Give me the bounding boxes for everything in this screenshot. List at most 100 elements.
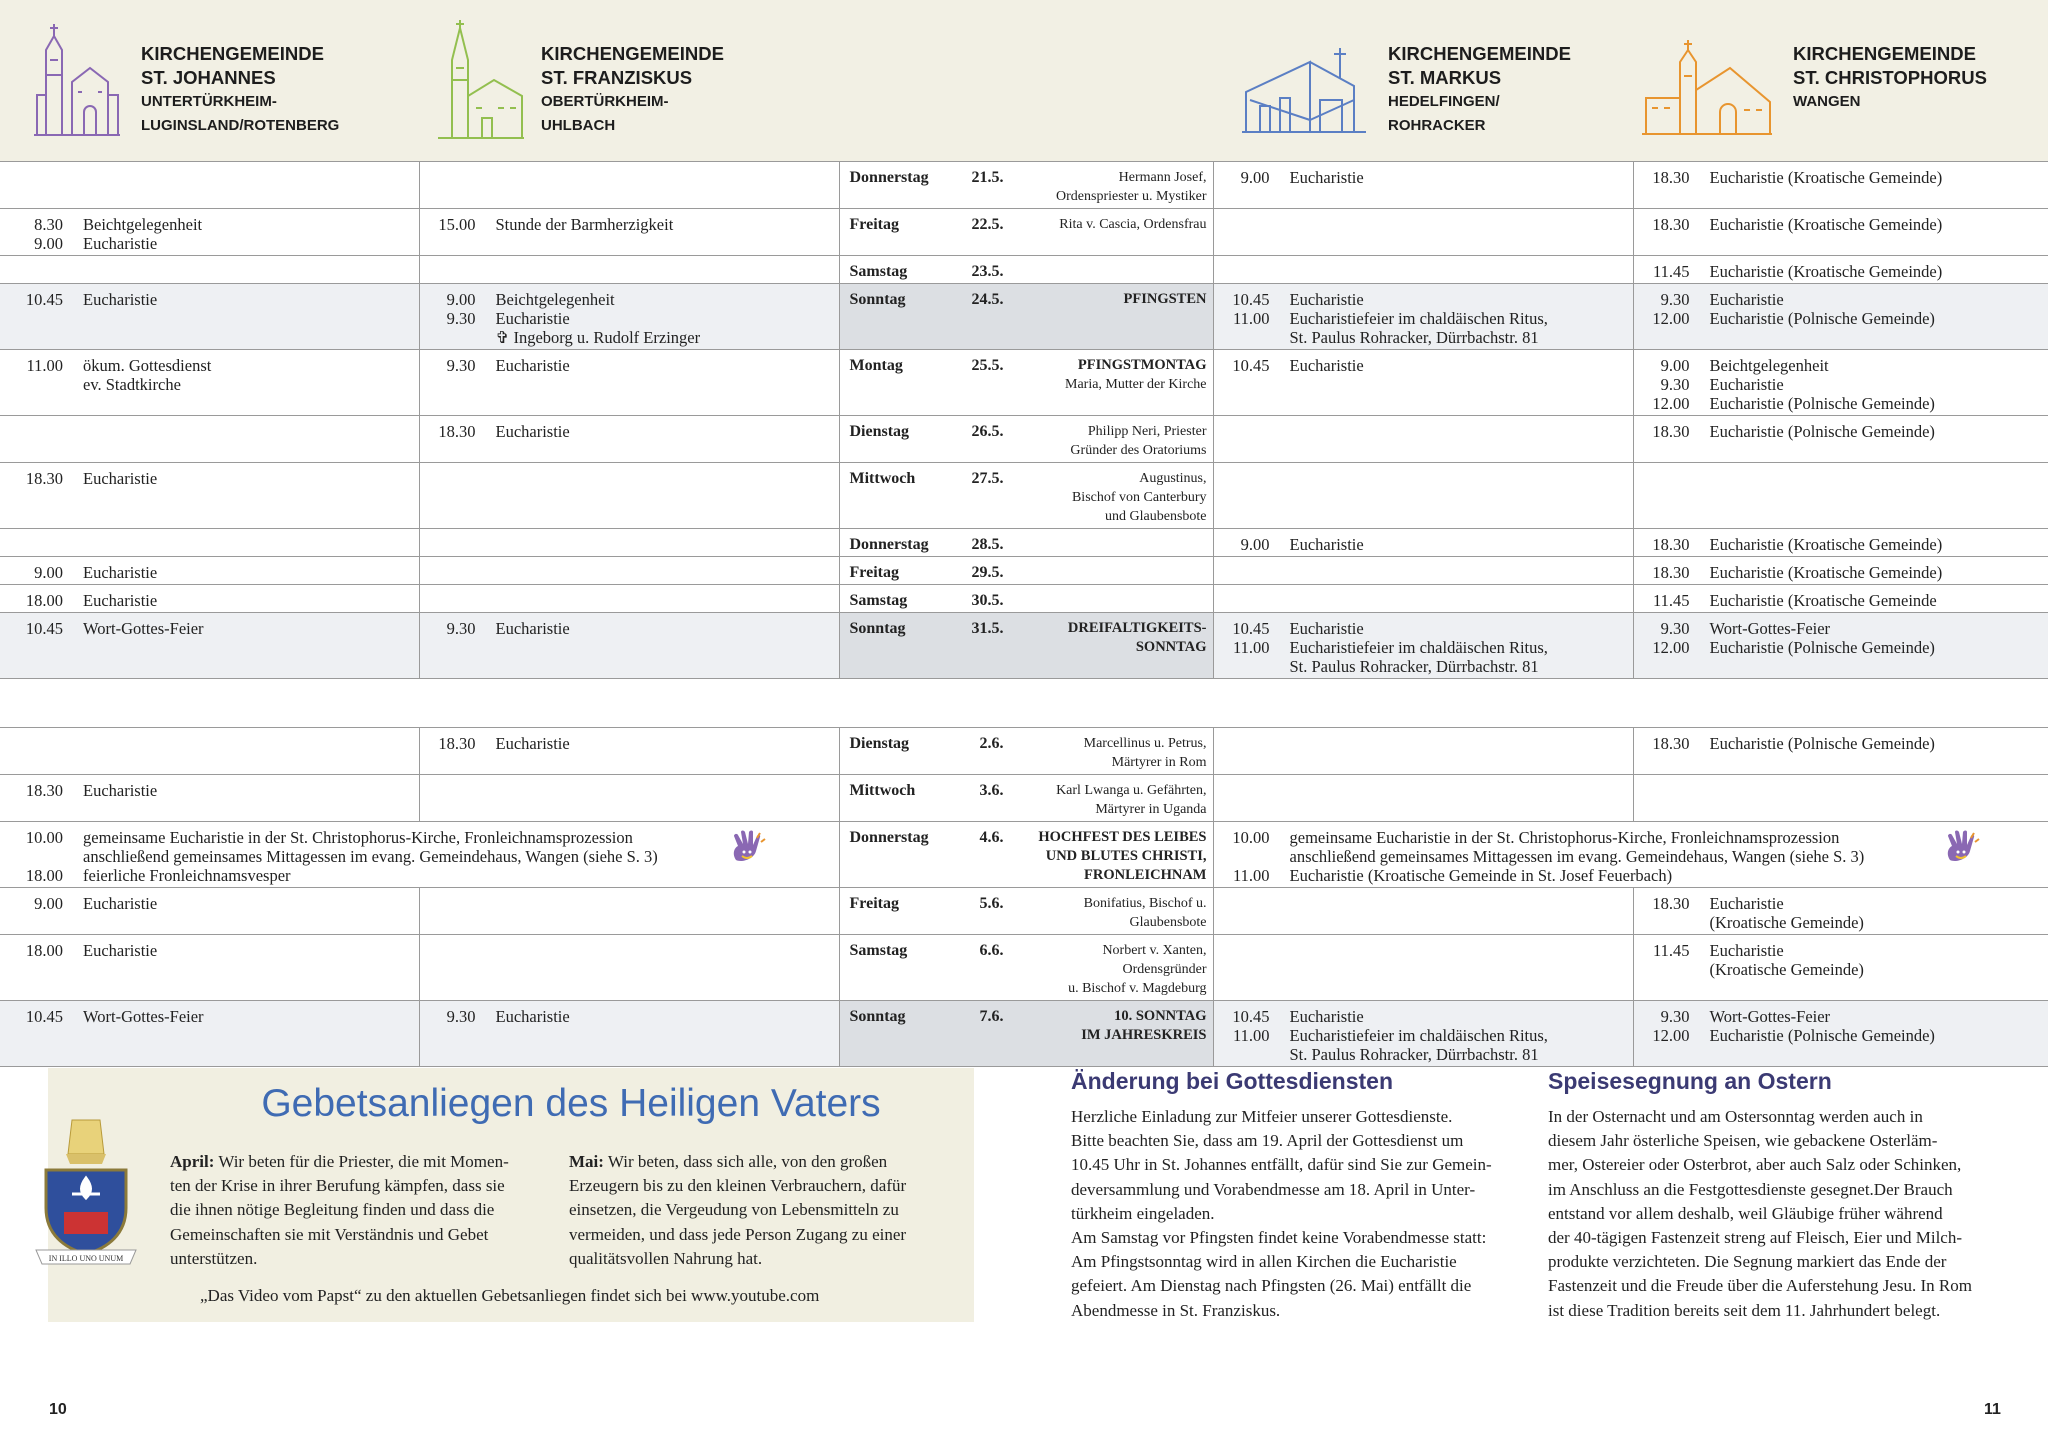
schedule-cell: 10.45 Eucharistie 11.00 Eucharistiefeier im… [1212, 283, 1634, 350]
weekday: Dienstag [849, 423, 910, 440]
service-text: St. Paulus Rohracker, Dürrbachstr. 81 [1289, 328, 1539, 347]
service-text: anschließend gemeinsames Mittagessen im … [83, 847, 658, 866]
service-text: Eucharistie [1289, 356, 1364, 375]
service-time: 9.30 [446, 356, 476, 375]
weekday: Sonntag [849, 1008, 906, 1025]
feast: Karl Lwanga u. Gefährten, Märtyrer in Uga… [1004, 781, 1206, 819]
service-time: 18.30 [1652, 215, 1690, 234]
schedule-cell [1632, 774, 2048, 822]
schedule-cell: 18.30 Eucharistie [418, 727, 840, 775]
parish: KIRCHENGEMEINDE ST. MARKUS HEDELFINGEN/ROH… [1388, 42, 1571, 137]
schedule-row: 18.00 Eucharistie Samstag 30.5. 11.45 Euchari… [0, 584, 2048, 613]
service-time: 18.30 [1652, 734, 1690, 753]
schedule-cell [418, 462, 840, 529]
day-cell: Sonntag 24.5. PFINGSTEN [838, 283, 1214, 350]
service-text: Wort-Gottes-Feier [83, 1007, 204, 1026]
schedule-cell [0, 161, 420, 209]
parish-title: KIRCHENGEMEINDE [1388, 43, 1571, 64]
service-time: 9.00 [34, 894, 63, 913]
service-line: 18.00 feierliche Fronleichnamsvesper [7, 866, 839, 885]
schedule-body: Donnerstag 21.5. Hermann Josef, Ordenspries… [0, 161, 2048, 679]
schedule-cell: 18.30 Eucharistie [0, 462, 420, 529]
feast [1004, 262, 1207, 281]
schedule-cell: 18.00 Eucharistie [0, 584, 420, 613]
service-line: 18.30 Eucharistie [420, 734, 839, 753]
service-text: gemeinsame Eucharistie in der St. Christ… [83, 828, 633, 847]
day-cell: Freitag 22.5. Rita v. Cascia, Ordensfrau [838, 208, 1214, 256]
day-info: Mittwoch 3.6. Karl Lwanga u. Gefährten, Mär… [840, 781, 1213, 819]
prayer-line: die ihnen nötige Begleitung finden und d… [170, 1198, 509, 1222]
service-time: 9.00 [446, 290, 476, 309]
service-text: Beichtgelegenheit [1709, 356, 1829, 375]
schedule-cell: 15.00 Stunde der Barmherzigkeit [418, 208, 840, 256]
service-time: 12.00 [1652, 1026, 1690, 1045]
day-info: Sonntag 24.5. PFINGSTEN [840, 290, 1213, 309]
schedule-row: Donnerstag 28.5. 9.00 Eucharistie 18.30 Eucha… [0, 528, 2048, 557]
service-time: 9.00 [1240, 535, 1270, 554]
service-line: St. Paulus Rohracker, Dürrbachstr. 81 [1214, 1045, 1633, 1064]
service-text: Eucharistie [83, 941, 158, 960]
service-time: 10.45 [1232, 1007, 1270, 1026]
prayer-text: unterstützen. [170, 1248, 258, 1268]
schedule-row: 10.45 Eucharistie 9.00 Beichtgelegenheit 9.3… [0, 283, 2048, 350]
service-line: 12.00 Eucharistie (Polnische Gemeinde) [1634, 1026, 2048, 1045]
service-line: (Kroatische Gemeinde) [1634, 913, 2048, 932]
service-time: 11.00 [1232, 1026, 1270, 1045]
schedule-cell: 9.30 Eucharistie [418, 1000, 840, 1067]
feast-title: SONNTAG [1135, 639, 1207, 655]
service-text: Eucharistie [83, 591, 158, 610]
time-spacer [7, 847, 63, 866]
block-gap [0, 679, 2048, 727]
service-text: Eucharistie [1289, 619, 1364, 638]
weekday: Samstag [849, 592, 908, 609]
service-line: 9.30 Eucharistie [1634, 375, 2048, 394]
feast: PFINGSTMONTAG Maria, Mutter der Kirche [1004, 356, 1207, 394]
prayer-line: Mai: Wir beten, dass sich alle, von den … [569, 1150, 906, 1174]
feast-line: Rita v. Cascia, Ordensfrau [1059, 217, 1207, 232]
service-line: 9.30 Eucharistie [420, 619, 839, 638]
day-info: Freitag 5.6. Bonifatius, Bischof u. Glauben… [840, 894, 1213, 932]
hand-icon [730, 830, 766, 868]
prayer-line: Gemeinschaften sie mit Verständnis und G… [170, 1223, 509, 1247]
service-time: 9.00 [1660, 356, 1690, 375]
time-spacer [7, 375, 63, 394]
schedule-cell: 10.45 Eucharistie [1212, 349, 1634, 416]
time-spacer [1634, 960, 1690, 979]
schedule-row: 9.00 Eucharistie Freitag 5.6. Bonifatius, Bi… [0, 887, 2048, 935]
article-line: In der Osternacht und am Ostersonntag we… [1548, 1107, 1923, 1126]
schedule-cell: 10.45 Wort-Gottes-Feier [0, 1000, 420, 1067]
article-line: Bitte beachten Sie, dass am 19. April de… [1071, 1131, 1464, 1151]
schedule-cell: 9.00 Eucharistie [0, 887, 420, 935]
service-line: 12.00 Eucharistie (Polnische Gemeinde) [1634, 309, 2048, 328]
prayer-text: Gemeinschaften sie mit Verständnis und G… [170, 1224, 489, 1244]
schedule-cell: 10.45 Wort-Gottes-Feier [0, 612, 420, 679]
schedule-cell [1212, 255, 1634, 284]
feast-line: und Glaubensbote [1105, 509, 1207, 524]
weekday: Dienstag [849, 735, 910, 752]
day-info: Donnerstag 4.6. HOCHFEST DES LEIBES UND BLU… [840, 828, 1213, 885]
schedule-cell: 10.00 gemeinsame Eucharistie in der St. C… [0, 821, 840, 888]
article-line: diesem Jahr österliche Speisen, wie geba… [1548, 1131, 1938, 1151]
date: 2.6. [979, 735, 1004, 752]
feast: Marcellinus u. Petrus, Märtyrer in Rom [1004, 734, 1207, 772]
service-text: Eucharistie (Polnische Gemeinde) [1709, 422, 1935, 441]
parish-subtitle: LUGINSLAND/ROTENBERG [141, 117, 340, 134]
schedule-table: 18.30 Eucharistie Dienstag 2.6. Marcellinus … [0, 727, 2048, 1067]
feast-line: Gründer des Oratoriums [1070, 443, 1207, 458]
service-text: Eucharistie [1289, 1007, 1364, 1026]
service-line: ✞ Ingeborg u. Rudolf Erzinger [420, 328, 839, 347]
prayer-text: die ihnen nötige Begleitung finden und d… [170, 1200, 495, 1220]
service-time: 9.00 [1240, 168, 1270, 187]
service-time: 18.30 [1652, 535, 1690, 554]
date: 28.5. [971, 536, 1004, 553]
service-line: 9.30 Eucharistie [1634, 290, 2048, 309]
papal-crest: IN ILLO UNO UNUM [35, 1119, 137, 1265]
schedule-cell: 10.45 Eucharistie 11.00 Eucharistiefeier im… [1212, 612, 1634, 679]
schedule-cell [418, 528, 840, 557]
article-line: 10.45 Uhr in St. Johannes entfällt, dafü… [1071, 1155, 1492, 1175]
time-spacer [1214, 847, 1270, 866]
service-text: Eucharistie (Polnische Gemeinde) [1709, 638, 1935, 657]
article-line: der 40-tägigen Fastenzeit streng auf Fle… [1548, 1228, 1963, 1248]
crest-motto: IN ILLO UNO UNUM [49, 1254, 123, 1263]
weekday: Freitag [849, 895, 899, 912]
